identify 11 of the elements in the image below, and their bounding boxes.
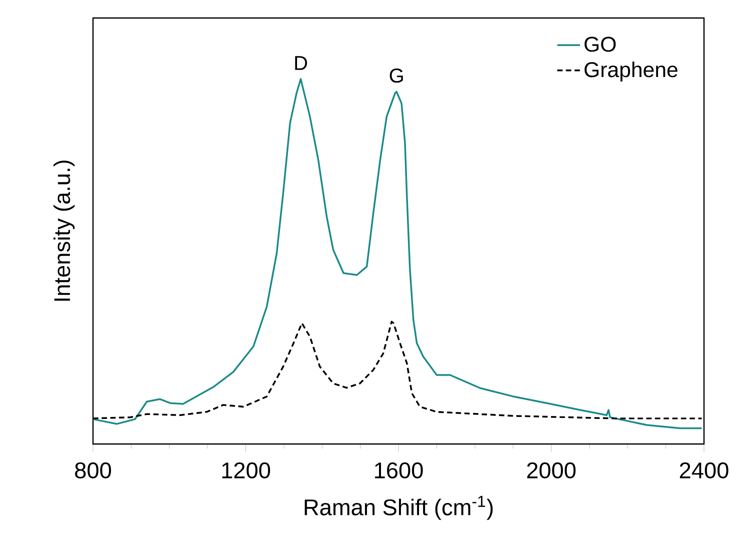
annotation: G: [390, 68, 403, 83]
annotation: D: [295, 56, 308, 70]
x-axis-title: Raman Shift (cm$^{-1}$): [304, 496, 493, 520]
legend-label: GO: [584, 36, 616, 52]
x-tick-label: 1200: [222, 462, 270, 478]
x-tick-label: 2400: [680, 462, 728, 478]
x-tick-label: 1600: [375, 462, 423, 478]
legend-label: Graphene: [584, 62, 678, 82]
x-tick-label: 800: [75, 462, 112, 478]
x-tick-label: 2000: [527, 462, 576, 478]
y-axis-title: Intensity (a.u.): [54, 160, 75, 301]
